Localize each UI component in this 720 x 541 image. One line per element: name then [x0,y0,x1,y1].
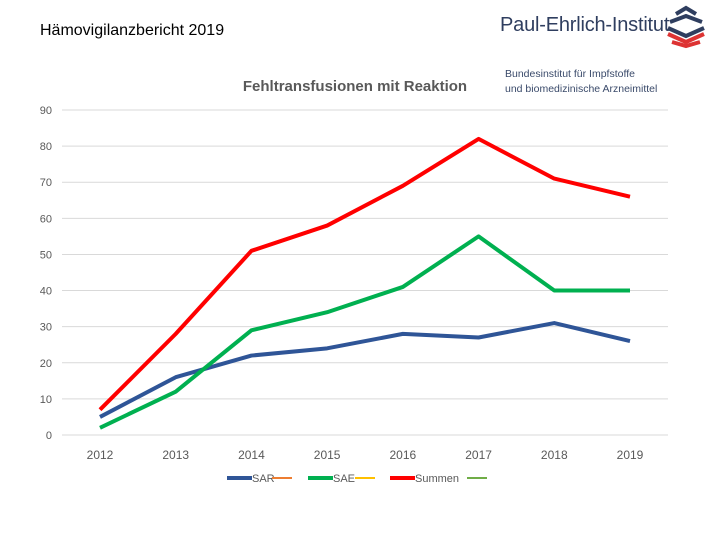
y-tick-label: 20 [40,358,52,370]
x-tick-label: 2017 [465,448,492,462]
y-tick-label: 0 [46,430,52,442]
subtitle-line-1: Bundesinstitut für Impfstoffe [505,68,635,80]
institute-name: Paul-Ehrlich-Institut [500,14,670,36]
y-tick-label: 30 [40,322,52,334]
y-tick-label: 50 [40,249,52,261]
institute-subtitle: Bundesinstitut für Impfstoffe und biomedi… [505,67,657,97]
y-tick-label: 80 [40,141,52,153]
subtitle-line-2: und biomedizinische Arzneimittel [505,83,658,95]
y-tick-label: 90 [40,105,52,117]
series-line-sar [99,321,631,419]
legend-label: SAR [252,473,275,485]
y-tick-label: 70 [40,177,52,189]
y-tick-label: 60 [40,213,52,225]
x-tick-label: 2019 [617,448,644,462]
y-tick-label: 40 [40,286,52,298]
chart-title: Fehltransfusionen mit Reaktion [243,78,467,95]
legend-label: Summen [415,473,459,485]
x-tick-label: 2014 [238,448,265,462]
series-line-sae [99,234,630,430]
y-tick-label: 10 [40,394,52,406]
x-tick-label: 2018 [541,448,568,462]
x-tick-label: 2016 [390,448,417,462]
x-tick-label: 2015 [314,448,341,462]
x-tick-label: 2012 [87,448,114,462]
x-tick-label: 2013 [162,448,189,462]
report-title: Hämovigilanzbericht 2019 [40,22,225,39]
legend-label: SAE [333,473,355,485]
series-line-summen [98,136,631,412]
